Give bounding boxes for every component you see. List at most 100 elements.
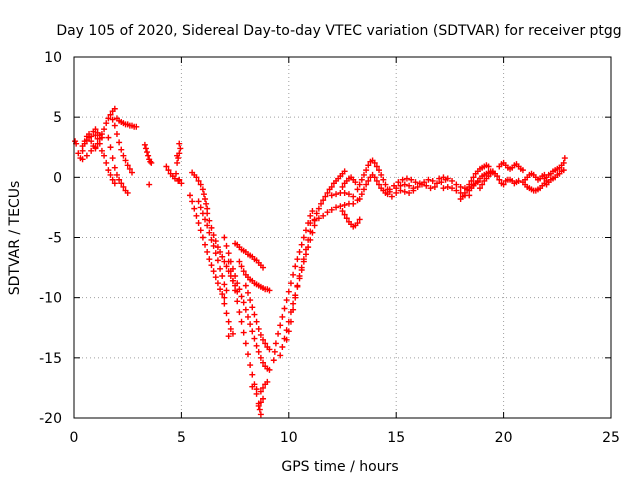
data-point: [406, 189, 413, 196]
data-point: [384, 191, 391, 198]
x-axis-label: GPS time / hours: [281, 459, 398, 475]
data-point: [202, 195, 209, 202]
data-point: [223, 310, 230, 317]
data-point: [225, 333, 232, 340]
data-point: [238, 293, 245, 300]
series-arc45: [543, 167, 567, 188]
data-point: [199, 234, 206, 241]
data-point: [292, 263, 299, 270]
data-point: [240, 329, 247, 336]
x-tick-label: 20: [495, 430, 513, 446]
data-point: [315, 205, 322, 212]
data-point: [302, 246, 309, 253]
data-point: [287, 318, 294, 325]
data-point: [189, 198, 196, 205]
data-point: [277, 322, 284, 329]
data-point: [378, 171, 385, 178]
x-tick-label: 0: [70, 430, 79, 446]
data-point: [111, 122, 118, 129]
data-point: [98, 131, 105, 138]
data-point: [253, 386, 260, 393]
series-arc40: [496, 159, 526, 174]
data-point: [292, 294, 299, 301]
data-point: [101, 126, 108, 133]
data-point: [285, 328, 292, 335]
data-point: [341, 211, 348, 218]
data-point: [300, 234, 307, 241]
data-point: [436, 175, 443, 182]
data-point: [214, 280, 221, 287]
data-point: [206, 256, 213, 263]
data-point: [298, 241, 305, 248]
data-point: [193, 174, 200, 181]
data-point: [371, 174, 378, 181]
data-point: [223, 287, 230, 294]
data-point: [266, 287, 273, 294]
data-point: [234, 298, 241, 305]
data-point: [225, 250, 232, 257]
data-point: [88, 147, 95, 154]
data-point: [227, 325, 234, 332]
data-point: [232, 287, 239, 294]
y-tick-label: 10: [44, 50, 62, 66]
data-point: [270, 357, 277, 364]
series-arc3: [79, 105, 118, 163]
data-point: [515, 177, 522, 184]
data-point: [341, 202, 348, 209]
x-tick-label: 10: [280, 430, 298, 446]
series-arc28: [339, 208, 363, 230]
data-point: [324, 189, 331, 196]
data-point: [126, 165, 133, 172]
data-point: [328, 192, 335, 199]
data-point: [116, 139, 123, 146]
data-point: [176, 176, 183, 183]
data-point: [373, 177, 380, 184]
data-point: [296, 273, 303, 280]
series-arc5: [105, 134, 131, 196]
data-point: [294, 282, 301, 289]
y-tick-label: -10: [39, 291, 62, 307]
series-arc6: [109, 116, 135, 176]
chart-title: Day 105 of 2020, Sidereal Day-to-day VTE…: [56, 23, 621, 39]
data-point: [266, 366, 273, 373]
data-point: [225, 318, 232, 325]
data-point: [113, 131, 120, 138]
data-point: [341, 189, 348, 196]
data-point: [328, 183, 335, 190]
data-point: [320, 212, 327, 219]
data-point: [191, 205, 198, 212]
data-point: [133, 123, 140, 130]
data-point: [496, 176, 503, 183]
data-point: [380, 176, 387, 183]
data-point: [109, 116, 116, 123]
data-point: [290, 271, 297, 278]
data-point: [206, 217, 213, 224]
data-point: [195, 177, 202, 184]
data-point: [221, 294, 228, 301]
data-point: [313, 210, 320, 217]
data-point: [395, 179, 402, 186]
data-point: [204, 248, 211, 255]
data-point: [352, 179, 359, 186]
data-point: [92, 144, 99, 151]
data-point: [109, 155, 116, 162]
data-point: [217, 286, 224, 293]
series-arc18: [232, 240, 267, 271]
data-point: [434, 180, 441, 187]
data-point: [457, 183, 464, 190]
data-point: [255, 402, 262, 409]
data-point: [177, 145, 184, 152]
data-point: [202, 216, 209, 223]
data-point: [427, 185, 434, 192]
data-point: [238, 318, 245, 325]
data-point: [236, 258, 243, 265]
data-point: [210, 242, 217, 249]
data-point: [345, 191, 352, 198]
data-point: [229, 330, 236, 337]
data-point: [440, 174, 447, 181]
data-point: [79, 156, 86, 163]
data-point: [247, 297, 254, 304]
data-point: [260, 336, 267, 343]
data-point: [459, 193, 466, 200]
data-point: [466, 181, 473, 188]
